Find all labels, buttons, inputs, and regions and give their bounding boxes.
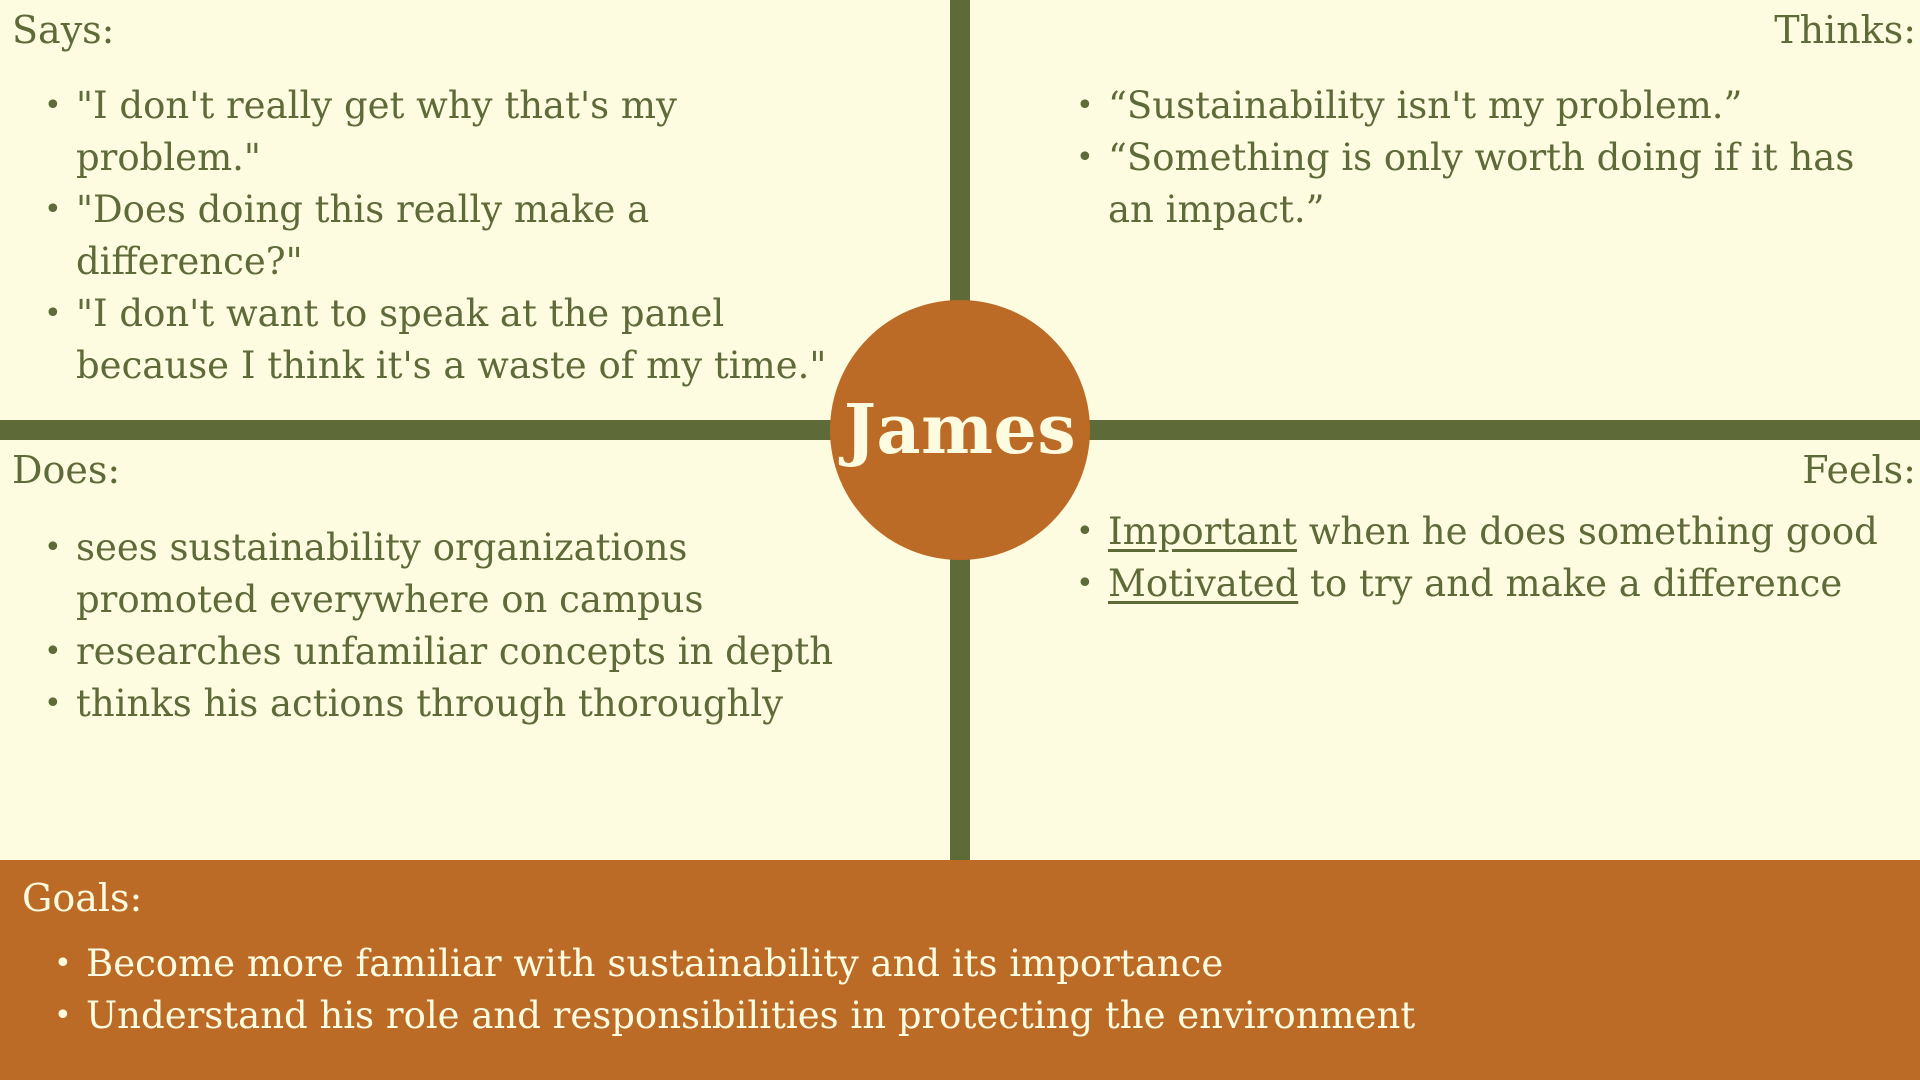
bullet-icon: • bbox=[44, 88, 62, 123]
list-item: • researches unfamiliar concepts in depth bbox=[12, 626, 852, 678]
list-item: • thinks his actions through thoroughly bbox=[12, 678, 852, 730]
bullet-icon: • bbox=[44, 296, 62, 331]
list-item: • "I don't really get why that's my probl… bbox=[12, 80, 872, 184]
feels-list: • Important when he does something good •… bbox=[1044, 506, 1894, 610]
bullet-icon: • bbox=[44, 686, 62, 721]
says-heading: Says: bbox=[12, 8, 115, 52]
list-item: • sees sustainability organizations promo… bbox=[12, 522, 852, 626]
list-item: • “Something is only worth doing if it ha… bbox=[1044, 132, 1894, 236]
bullet-icon: • bbox=[1076, 88, 1094, 123]
bullet-icon: • bbox=[1076, 140, 1094, 175]
list-item: • "Does doing this really make a differen… bbox=[12, 184, 872, 288]
bullet-icon: • bbox=[1076, 566, 1094, 601]
list-item: • Understand his role and responsibilitie… bbox=[22, 990, 1822, 1042]
feels-heading: Feels: bbox=[1802, 448, 1916, 492]
bullet-icon: • bbox=[44, 530, 62, 565]
bullet-icon: • bbox=[44, 192, 62, 227]
says-list: • "I don't really get why that's my probl… bbox=[12, 80, 872, 392]
list-item: • Important when he does something good bbox=[1044, 506, 1894, 558]
list-item: • Motivated to try and make a difference bbox=[1044, 558, 1894, 610]
list-item: • Become more familiar with sustainabilit… bbox=[22, 938, 1822, 990]
goals-panel: Goals: • Become more familiar with sustai… bbox=[0, 860, 1920, 1080]
does-heading: Does: bbox=[12, 448, 121, 492]
bullet-icon: • bbox=[54, 946, 72, 981]
bullet-icon: • bbox=[1076, 514, 1094, 549]
list-item: • “Sustainability isn't my problem.” bbox=[1044, 80, 1894, 132]
goals-heading: Goals: bbox=[22, 876, 143, 920]
bullet-icon: • bbox=[54, 998, 72, 1033]
thinks-list: • “Sustainability isn't my problem.” • “So… bbox=[1044, 80, 1894, 236]
bullet-icon: • bbox=[44, 634, 62, 669]
list-item: • "I don't want to speak at the panel bec… bbox=[12, 288, 872, 392]
persona-circle: James bbox=[830, 300, 1090, 560]
feels-emphasis: Motivated bbox=[1108, 562, 1299, 605]
persona-name: James bbox=[843, 390, 1077, 470]
does-list: • sees sustainability organizations promo… bbox=[12, 522, 852, 730]
goals-list: • Become more familiar with sustainabilit… bbox=[22, 938, 1822, 1042]
thinks-heading: Thinks: bbox=[1774, 8, 1916, 52]
feels-emphasis: Important bbox=[1108, 510, 1297, 553]
